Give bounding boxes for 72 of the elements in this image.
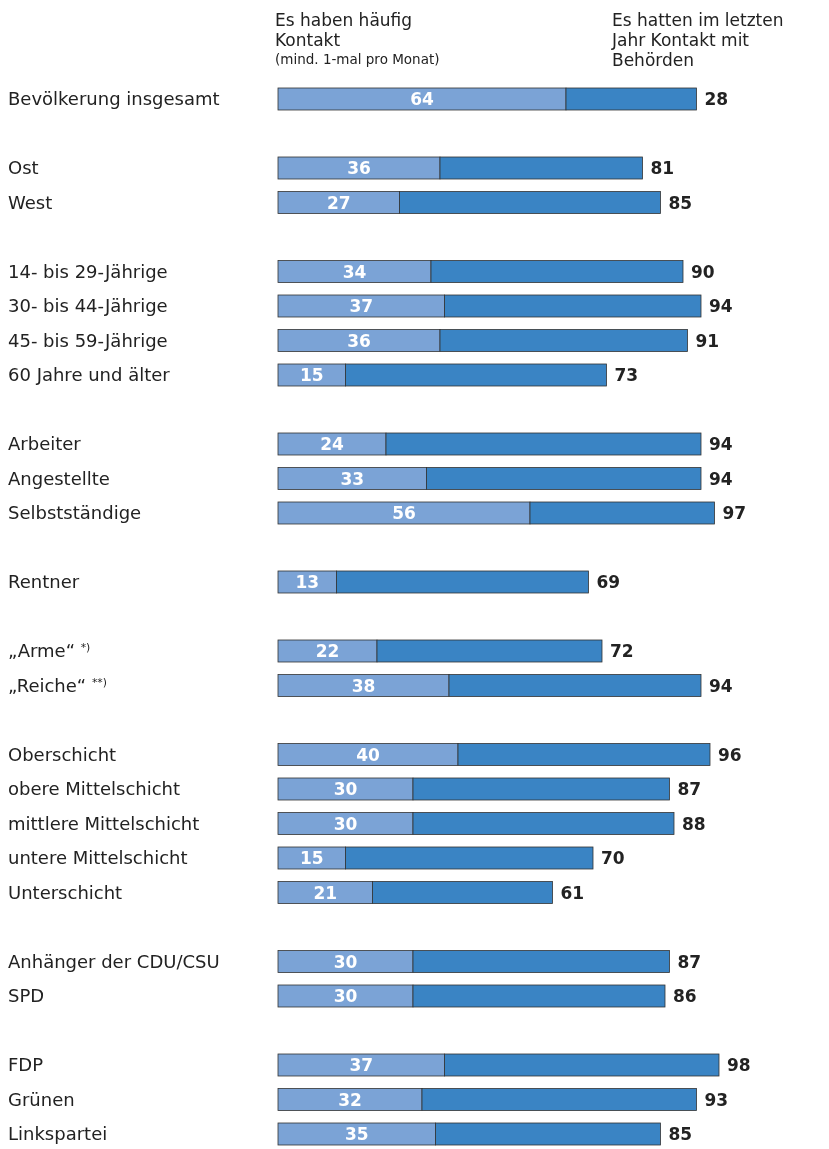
- y-tick-label: SPD: [8, 985, 45, 1006]
- total-label: 98: [727, 1055, 751, 1075]
- data-label: 21: [313, 882, 338, 903]
- y-tick-label: Linkspartei: [8, 1123, 108, 1144]
- data-label: 30: [333, 779, 358, 799]
- data-label: 30: [333, 951, 358, 972]
- data-label: 15: [299, 848, 324, 868]
- y-tick-label: Selbstständige: [8, 502, 142, 523]
- y-tick-label: Rentner: [8, 571, 80, 592]
- y-tick-label: Grünen: [8, 1088, 75, 1110]
- total-label: 94: [709, 468, 733, 489]
- data-label: 15: [299, 365, 324, 385]
- y-tick-label: Bevölkerung insgesamt: [8, 88, 220, 109]
- y-tick-label: West: [8, 191, 53, 213]
- data-label: 22: [315, 641, 340, 661]
- data-label: 30: [333, 813, 358, 834]
- data-label: 38: [351, 675, 376, 696]
- total-label: 87: [677, 951, 702, 972]
- total-label: 94: [709, 675, 733, 696]
- y-tick-label: obere Mittelschicht: [8, 778, 181, 799]
- y-tick-label: 60 Jahre und älter: [8, 364, 171, 385]
- y-tick-label: 14- bis 29-Jährige: [8, 260, 168, 282]
- data-label: 32: [338, 1089, 362, 1110]
- y-tick-label: „Reiche“ $^{**)}$: [8, 674, 107, 696]
- text: Es hatten im letzten Jahr Kontakt mit Behörden: [611, 10, 784, 70]
- total-label: 88: [682, 813, 706, 834]
- total-label: 93: [704, 1089, 729, 1110]
- data-label: 37: [349, 1055, 374, 1075]
- y-tick-label: mittlere Mittelschicht: [8, 812, 200, 834]
- total-label: 73: [614, 365, 639, 385]
- text: Es haben häufig Kontakt: [275, 10, 413, 50]
- total-label: 85: [668, 1124, 693, 1144]
- data-label: 64: [410, 89, 434, 109]
- total-label: 87: [677, 779, 702, 799]
- annotation: 28: [704, 89, 729, 109]
- text: (mind. 1-mal pro Monat): [275, 51, 440, 67]
- data-label: 36: [347, 158, 371, 178]
- y-tick-label: Anhänger der CDU/CSU: [8, 950, 220, 972]
- data-label: 37: [349, 296, 374, 316]
- data-label: 34: [342, 261, 367, 282]
- y-tick-label: FDP: [8, 1054, 44, 1075]
- total-label: 86: [673, 986, 697, 1006]
- data-label: 13: [295, 572, 320, 592]
- y-tick-label: Ost: [8, 157, 39, 178]
- total-label: 97: [722, 503, 747, 523]
- data-label: 56: [392, 503, 416, 523]
- total-label: 69: [596, 572, 621, 592]
- data-label: 36: [347, 330, 371, 351]
- data-label: 24: [320, 434, 344, 454]
- total-label: 70: [601, 848, 625, 868]
- total-label: 91: [695, 330, 720, 351]
- y-tick-label: „Arme“ $^{*)}$: [8, 640, 91, 661]
- y-tick-label: 45- bis 59-Jährige: [8, 329, 168, 351]
- total-label: 72: [610, 641, 634, 661]
- data-label: 27: [326, 192, 351, 213]
- y-tick-label: Oberschicht: [8, 743, 117, 765]
- total-label: 96: [718, 744, 742, 765]
- data-label: 30: [333, 986, 358, 1006]
- y-tick-label: 30- bis 44-Jährige: [8, 295, 168, 316]
- total-label: 61: [560, 882, 585, 903]
- y-tick-label: Unterschicht: [8, 881, 123, 903]
- total-label: 85: [668, 192, 693, 213]
- y-tick-label: Arbeiter: [8, 433, 82, 454]
- total-label: 94: [709, 296, 733, 316]
- total-label: 81: [650, 158, 675, 178]
- data-label: 40: [356, 744, 380, 765]
- y-tick-label: Angestellte: [8, 467, 110, 489]
- total-label: 90: [691, 261, 715, 282]
- total-label: 94: [709, 434, 733, 454]
- data-label: 35: [344, 1124, 369, 1144]
- data-label: 33: [340, 468, 365, 489]
- y-tick-label: untere Mittelschicht: [8, 847, 188, 868]
